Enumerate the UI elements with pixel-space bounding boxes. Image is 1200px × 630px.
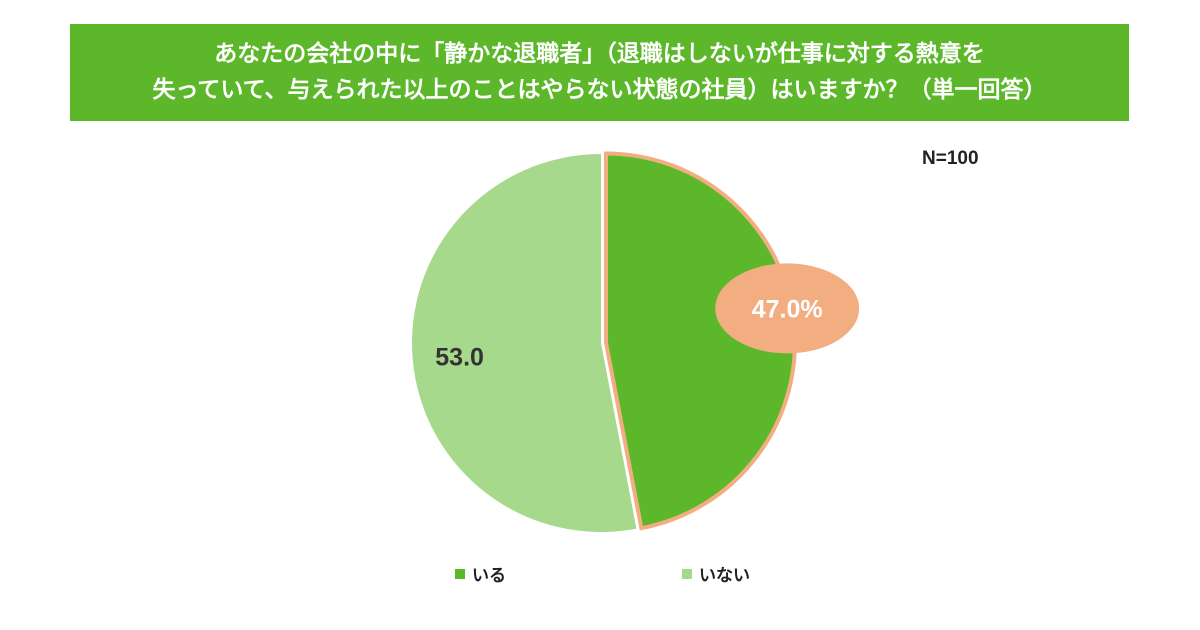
chart-title-line-2: 失っていて、与えられた以上のことはやらない状態の社員）はいますか？（単一回答） xyxy=(152,77,1047,103)
pie-slice-inai xyxy=(411,154,637,532)
chart-title-line-1: あなたの会社の中に「静かな退職者」（退職はしないが仕事に対する熱意を xyxy=(214,41,985,67)
legend-swatch-inai xyxy=(682,568,692,579)
data-label-bubble-iru xyxy=(715,263,860,354)
chart-title-banner: あなたの会社の中に「静かな退職者」（退職はしないが仕事に対する熱意を 失っていて… xyxy=(70,24,1129,121)
data-label-inai: 53.0 xyxy=(435,343,484,371)
legend-swatch-iru xyxy=(455,568,465,579)
legend-item-inai: いない xyxy=(682,561,750,586)
legend-item-iru: いる xyxy=(455,561,506,586)
legend-label-iru: いる xyxy=(472,566,506,586)
legend-label-inai: いない xyxy=(699,566,750,586)
data-label-iru: 47.0% xyxy=(752,295,823,323)
sample-size-label: N=100 xyxy=(922,148,979,169)
